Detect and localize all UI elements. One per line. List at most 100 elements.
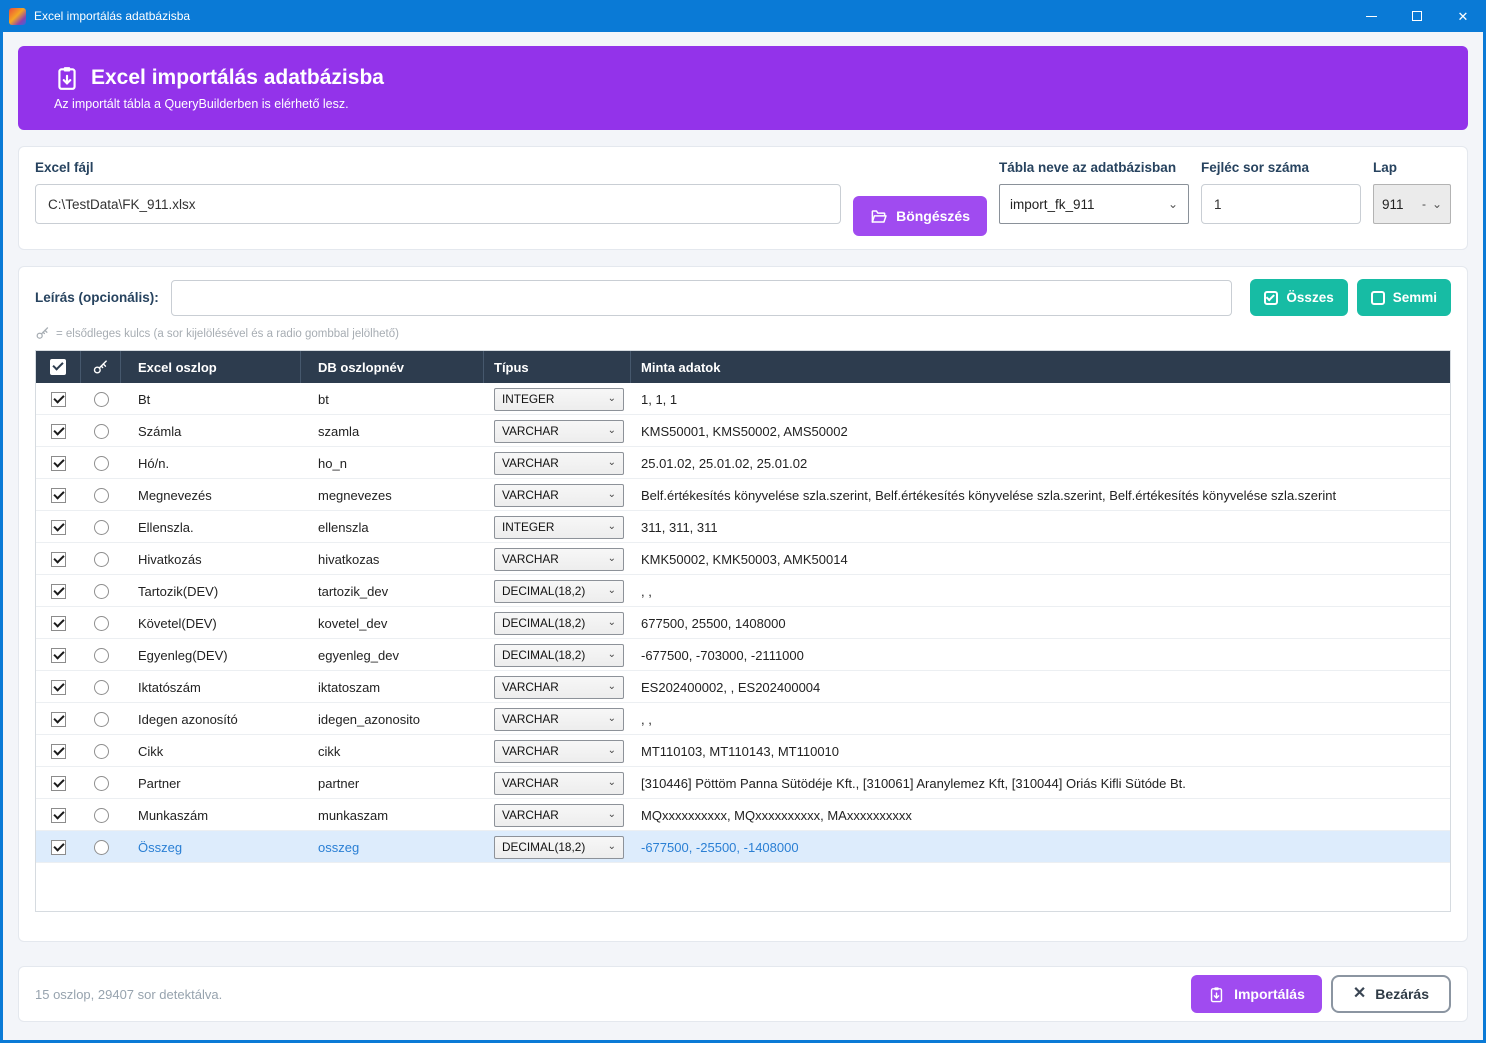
table-row[interactable]: Ellenszla. ellenszla INTEGER ⌄ 311, 311,…	[36, 511, 1450, 543]
table-row[interactable]: Iktatószám iktatoszam VARCHAR ⌄ ES202400…	[36, 671, 1450, 703]
row-key-cell	[81, 511, 121, 543]
table-name-combobox[interactable]: import_fk_911 ⌄	[999, 184, 1189, 224]
row-checkbox[interactable]	[51, 391, 66, 407]
row-checkbox[interactable]	[51, 679, 66, 695]
primary-key-radio[interactable]	[93, 583, 109, 599]
row-key-cell	[81, 543, 121, 575]
primary-key-radio[interactable]	[93, 807, 109, 823]
browse-button[interactable]: Böngészés	[853, 196, 987, 236]
type-select[interactable]: VARCHAR ⌄	[494, 739, 624, 763]
primary-key-radio[interactable]	[93, 551, 109, 567]
type-select[interactable]: DECIMAL(18,2) ⌄	[494, 579, 624, 603]
table-row[interactable]: Megnevezés megnevezes VARCHAR ⌄ Belf.ért…	[36, 479, 1450, 511]
type-select-value: VARCHAR	[502, 552, 559, 566]
type-select[interactable]: VARCHAR ⌄	[494, 771, 624, 795]
maximize-button[interactable]	[1394, 0, 1440, 32]
row-checkbox[interactable]	[51, 775, 66, 791]
primary-key-radio[interactable]	[93, 839, 109, 855]
table-row[interactable]: Bt bt INTEGER ⌄ 1, 1, 1	[36, 383, 1450, 415]
type-select-value: VARCHAR	[502, 680, 559, 694]
table-row[interactable]: Munkaszám munkaszam VARCHAR ⌄ MQxxxxxxxx…	[36, 799, 1450, 831]
folder-open-icon	[870, 209, 887, 224]
type-select[interactable]: VARCHAR ⌄	[494, 451, 624, 475]
primary-key-radio[interactable]	[93, 391, 109, 407]
header-row-label: Fejléc sor száma	[1201, 160, 1310, 175]
row-checkbox[interactable]	[51, 583, 66, 599]
row-checkbox[interactable]	[51, 519, 66, 535]
type-select[interactable]: VARCHAR ⌄	[494, 803, 624, 827]
type-select[interactable]: INTEGER ⌄	[494, 387, 624, 411]
excel-column-name: Hivatkozás	[138, 551, 202, 567]
row-checkbox[interactable]	[51, 455, 66, 471]
excel-column-name: Partner	[138, 775, 181, 791]
empty-box-icon	[1370, 290, 1385, 305]
close-button[interactable]: ✕	[1440, 0, 1486, 32]
table-row[interactable]: Hó/n. ho_n VARCHAR ⌄ 25.01.02, 25.01.02,…	[36, 447, 1450, 479]
table-row[interactable]: Számla szamla VARCHAR ⌄ KMS50001, KMS500…	[36, 415, 1450, 447]
import-button[interactable]: Importálás	[1191, 975, 1322, 1013]
excel-column-name: Munkaszám	[138, 807, 209, 823]
description-input[interactable]	[170, 279, 1233, 316]
excel-file-input[interactable]	[35, 184, 842, 224]
type-select[interactable]: VARCHAR ⌄	[494, 419, 624, 443]
row-checkbox[interactable]	[51, 839, 66, 855]
primary-key-radio[interactable]	[93, 647, 109, 663]
type-select[interactable]: VARCHAR ⌄	[494, 483, 624, 507]
db-column-name: idegen_azonosito	[318, 711, 420, 727]
primary-key-radio[interactable]	[93, 615, 109, 631]
row-checkbox[interactable]	[51, 743, 66, 759]
window-title: Excel importálás adatbázisba	[34, 9, 191, 23]
table-row[interactable]: Egyenleg(DEV) egyenleg_dev DECIMAL(18,2)…	[36, 639, 1450, 671]
table-row[interactable]: Követel(DEV) kovetel_dev DECIMAL(18,2) ⌄…	[36, 607, 1450, 639]
primary-key-radio[interactable]	[93, 711, 109, 727]
excel-column-name: Bt	[138, 391, 151, 407]
row-checkbox[interactable]	[51, 487, 66, 503]
type-select-value: INTEGER	[502, 392, 555, 406]
primary-key-legend-text: = elsődleges kulcs (a sor kijelölésével …	[56, 327, 399, 340]
primary-key-radio[interactable]	[93, 775, 109, 791]
table-row[interactable]: Cikk cikk VARCHAR ⌄ MT110103, MT110143, …	[36, 735, 1450, 767]
primary-key-radio[interactable]	[93, 487, 109, 503]
sample-data-cell: KMS50001, KMS50002, AMS50002	[641, 423, 848, 439]
primary-key-radio[interactable]	[93, 743, 109, 759]
sample-data-cell: [310446] Pöttöm Panna Sütödéje Kft., [31…	[641, 775, 1186, 791]
chevron-down-icon: ⌄	[607, 809, 616, 820]
table-row[interactable]: Tartozik(DEV) tartozik_dev DECIMAL(18,2)…	[36, 575, 1450, 607]
sample-data-cell: 677500, 25500, 1408000	[641, 615, 786, 631]
header-row-input[interactable]	[1201, 184, 1361, 224]
row-checkbox[interactable]	[51, 551, 66, 567]
row-checkbox[interactable]	[51, 423, 66, 439]
type-select-value: VARCHAR	[502, 456, 559, 470]
minimize-button[interactable]	[1348, 0, 1394, 32]
primary-key-radio[interactable]	[93, 423, 109, 439]
table-row[interactable]: Partner partner VARCHAR ⌄ [310446] Pöttö…	[36, 767, 1450, 799]
type-select[interactable]: DECIMAL(18,2) ⌄	[494, 611, 624, 635]
table-row[interactable]: Hivatkozás hivatkozas VARCHAR ⌄ KMK50002…	[36, 543, 1450, 575]
select-all-button[interactable]: Összes	[1250, 279, 1348, 316]
row-checkbox[interactable]	[51, 647, 66, 663]
type-select[interactable]: VARCHAR ⌄	[494, 675, 624, 699]
db-column-name: tartozik_dev	[318, 583, 389, 599]
type-select[interactable]: VARCHAR ⌄	[494, 547, 624, 571]
db-column-name: kovetel_dev	[318, 615, 388, 631]
primary-key-radio[interactable]	[93, 455, 109, 471]
type-select-value: VARCHAR	[502, 808, 559, 822]
table-row[interactable]: Idegen azonosító idegen_azonosito VARCHA…	[36, 703, 1450, 735]
row-checkbox[interactable]	[51, 615, 66, 631]
type-select[interactable]: INTEGER ⌄	[494, 515, 624, 539]
type-select[interactable]: DECIMAL(18,2) ⌄	[494, 643, 624, 667]
type-select[interactable]: DECIMAL(18,2) ⌄	[494, 835, 624, 859]
type-select[interactable]: VARCHAR ⌄	[494, 707, 624, 731]
table-row[interactable]: Összeg osszeg DECIMAL(18,2) ⌄ -677500, -…	[36, 831, 1450, 863]
select-none-button[interactable]: Semmi	[1356, 279, 1451, 316]
row-checkbox[interactable]	[51, 807, 66, 823]
row-checkbox-cell	[36, 447, 81, 479]
header-select-all-cell[interactable]	[36, 351, 81, 383]
sheet-combobox[interactable]: 911 - ⌄	[1373, 184, 1451, 224]
db-column-name: munkaszam	[318, 807, 389, 823]
row-checkbox[interactable]	[51, 711, 66, 727]
primary-key-radio[interactable]	[93, 679, 109, 695]
close-dialog-button[interactable]: ✕ Bezárás	[1330, 975, 1451, 1013]
type-select-value: VARCHAR	[502, 424, 559, 438]
primary-key-radio[interactable]	[93, 519, 109, 535]
